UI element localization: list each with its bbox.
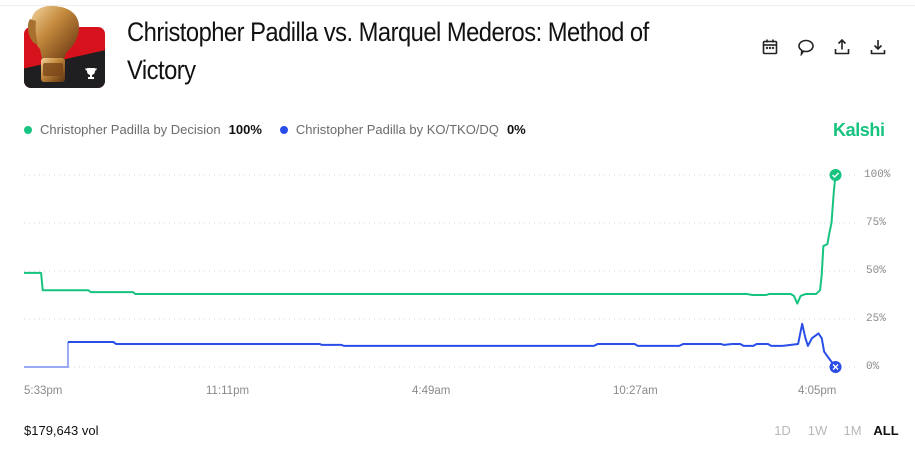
range-tab-1m[interactable]: 1M (843, 423, 862, 438)
decision-dot-icon (24, 125, 32, 134)
legend-item-decision[interactable]: Christopher Padilla by Decision 100% (24, 122, 262, 137)
download-icon (870, 40, 886, 55)
range-tab-all[interactable]: ALL (873, 423, 899, 438)
legend-label: Christopher Padilla by Decision (40, 122, 221, 137)
y-tick-25: 25% (866, 313, 886, 325)
share-button[interactable] (824, 36, 860, 58)
range-tab-1d[interactable]: 1D (774, 423, 791, 438)
y-tick-75: 75% (866, 217, 886, 229)
comment-button[interactable] (788, 36, 824, 58)
ko-series-pale-line (24, 342, 69, 368)
calendar-button[interactable] (752, 36, 788, 58)
range-tab-1w[interactable]: 1W (807, 423, 828, 438)
legend-value: 0% (506, 122, 526, 137)
trophy-icon (85, 68, 97, 79)
comment-icon (798, 39, 814, 56)
price-chart[interactable] (0, 150, 915, 380)
page-title: Christopher Padilla vs. Marquel Mederos:… (127, 17, 649, 85)
check-marker-icon (829, 169, 842, 181)
download-button[interactable] (860, 36, 896, 58)
legend-item-ko[interactable]: Christopher Padilla by KO/TKO/DQ 0% (279, 122, 526, 137)
chart-legend: Christopher Padilla by Decision 100% Chr… (24, 122, 544, 137)
kalshi-logo: Kalshi (833, 120, 885, 140)
y-tick-100: 100% (864, 169, 891, 181)
x-axis: 5:33pm 11:11pm 4:49am 10:27am 4:05pm (0, 385, 915, 401)
volume-label: $179,643 vol (24, 423, 99, 438)
x-tick: 4:05pm (798, 385, 837, 397)
x-marker-icon (829, 361, 842, 373)
x-tick: 10:27am (613, 385, 658, 397)
decision-series-line (24, 174, 837, 305)
calendar-icon (762, 39, 778, 55)
legend-label: Christopher Padilla by KO/TKO/DQ (295, 122, 499, 137)
share-icon (834, 38, 850, 55)
time-range-tabs: 1D 1W 1M ALL (765, 423, 902, 438)
x-tick: 4:49am (412, 385, 451, 397)
header-actions (752, 36, 896, 58)
legend-value: 100% (228, 122, 262, 137)
top-divider (0, 5, 915, 6)
y-tick-0: 0% (866, 361, 880, 373)
x-tick: 5:33pm (24, 385, 63, 397)
boxing-glove-icon (27, 5, 80, 82)
y-tick-50: 50% (866, 265, 886, 277)
ko-dot-icon (279, 125, 288, 134)
x-tick: 11:11pm (206, 385, 250, 397)
ko-series-line (67, 322, 837, 368)
